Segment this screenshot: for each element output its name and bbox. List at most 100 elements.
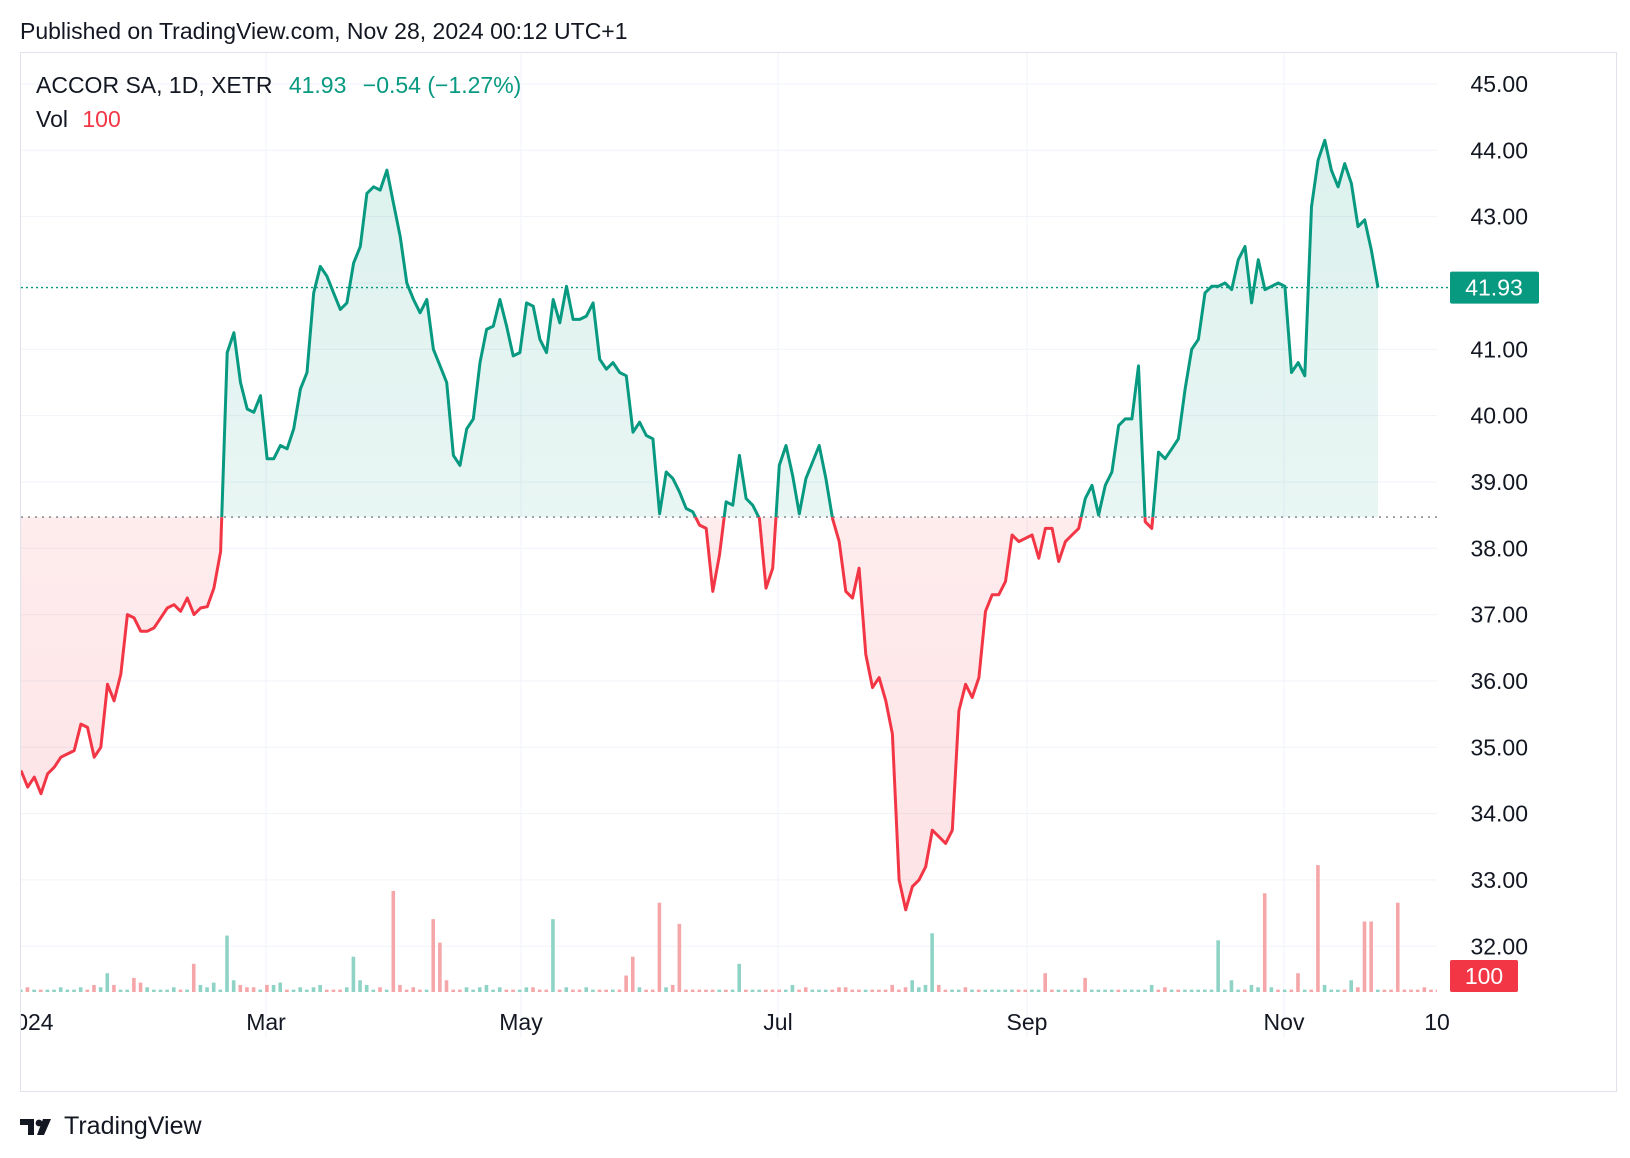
volume-bar (1289, 989, 1294, 992)
price-chart[interactable]: 45.0044.0043.0042.0041.0040.0039.0038.00… (0, 0, 1630, 1100)
volume-bar (21, 989, 23, 992)
volume-bar (92, 984, 96, 992)
volume-value: 100 (82, 106, 121, 132)
volume-bar (1209, 989, 1214, 992)
volume-bar (1309, 989, 1314, 992)
reference-lines (21, 286, 1450, 518)
volume-bar (624, 975, 628, 992)
volume-bar (983, 989, 988, 992)
volume-bar (1056, 989, 1061, 992)
volume-bar (85, 989, 90, 992)
volume-bar (291, 989, 296, 992)
volume-bar (1435, 989, 1437, 992)
volume-bar (744, 989, 748, 992)
volume-bar (451, 989, 455, 992)
y-tick-label: 32.00 (1470, 933, 1528, 959)
volume-bar (1356, 987, 1360, 992)
volume-bar (1282, 989, 1287, 992)
series-line-above (220, 138, 1380, 518)
volume-bar (464, 987, 469, 992)
volume-bar (777, 989, 781, 992)
volume-bar (231, 980, 236, 992)
volume-bar (810, 989, 815, 992)
volume-bar (644, 989, 648, 992)
volume-bar (178, 989, 183, 992)
volume-bar (238, 984, 243, 992)
volume-bar (1196, 989, 1200, 992)
volume-bar (185, 989, 189, 992)
volume-bar (1096, 989, 1101, 992)
volume-bar (125, 989, 130, 992)
y-tick-label: 45.00 (1470, 71, 1528, 97)
volume-bar (72, 989, 76, 992)
volume-bar (670, 984, 675, 992)
y-tick-label: 39.00 (1470, 469, 1528, 495)
volume-bar (1242, 989, 1247, 992)
volume-bar (378, 987, 382, 992)
volume-bar (1030, 989, 1034, 992)
volume-bar (38, 989, 43, 992)
volume-bar (850, 989, 855, 992)
volume-bar (331, 989, 336, 992)
volume-bar (271, 984, 276, 992)
y-tick-label: 36.00 (1470, 668, 1528, 694)
volume-bar (1236, 989, 1240, 992)
volume-bar (617, 989, 622, 992)
volume-bar (371, 989, 376, 992)
volume-bar (870, 989, 875, 992)
chart-frame (20, 52, 1617, 1092)
y-tick-label: 35.00 (1470, 734, 1528, 760)
volume-label: Vol (36, 106, 68, 132)
volume-bar (764, 989, 768, 992)
volume-bar (897, 989, 901, 992)
volume-bar (1342, 989, 1347, 992)
volume-legend: Vol 100 (36, 106, 121, 133)
volume-bar (1402, 989, 1407, 992)
y-tick-label: 44.00 (1470, 137, 1528, 163)
volume-bar (750, 989, 755, 992)
tradingview-logo[interactable]: TradingView (20, 1112, 202, 1141)
volume-bar (1296, 973, 1300, 992)
volume-bar (165, 989, 169, 992)
volume-bar (105, 973, 110, 992)
volume-bar (118, 989, 123, 992)
tradingview-logo-icon (20, 1118, 51, 1135)
volume-bar (996, 989, 1001, 992)
volume-bar (817, 989, 821, 992)
last-price-badge (1450, 271, 1539, 304)
volume-bar (877, 989, 881, 992)
volume-bar (1329, 989, 1334, 992)
y-tick-label: 33.00 (1470, 867, 1528, 893)
volume-bar (1249, 984, 1254, 992)
volume-bar (1395, 902, 1400, 992)
volume-bar (1256, 987, 1260, 992)
volume-bar (797, 989, 801, 992)
x-tick-label: 2024 (2, 1009, 53, 1035)
volume-bar (571, 989, 575, 992)
volume-bar (1316, 865, 1320, 992)
volume-bar (970, 989, 974, 992)
volume-bar (956, 989, 961, 992)
volume-bar (823, 989, 828, 992)
volume-bar (531, 987, 535, 992)
price-line (21, 138, 1380, 912)
x-axis: 2024 Mar May Jul Sep Nov 10 (2, 1009, 1449, 1035)
volume-bar (438, 942, 442, 992)
volume-bar (717, 989, 722, 992)
volume-bar (684, 989, 688, 992)
volume-bar (737, 963, 742, 992)
volume-bar (1415, 989, 1420, 992)
volume-bar (338, 989, 342, 992)
volume-bar (497, 987, 502, 992)
volume-bar (1083, 977, 1087, 992)
y-tick-label: 43.00 (1470, 204, 1528, 230)
volume-bar (138, 982, 143, 992)
volume-bar (1422, 987, 1427, 992)
volume-bar (1076, 989, 1081, 992)
volume-bar (1050, 989, 1054, 992)
volume-bar (1276, 989, 1280, 992)
volume-bar (1043, 973, 1048, 992)
volume-bar (837, 987, 841, 992)
volume-bar (251, 987, 256, 992)
volume-bar (431, 919, 436, 992)
